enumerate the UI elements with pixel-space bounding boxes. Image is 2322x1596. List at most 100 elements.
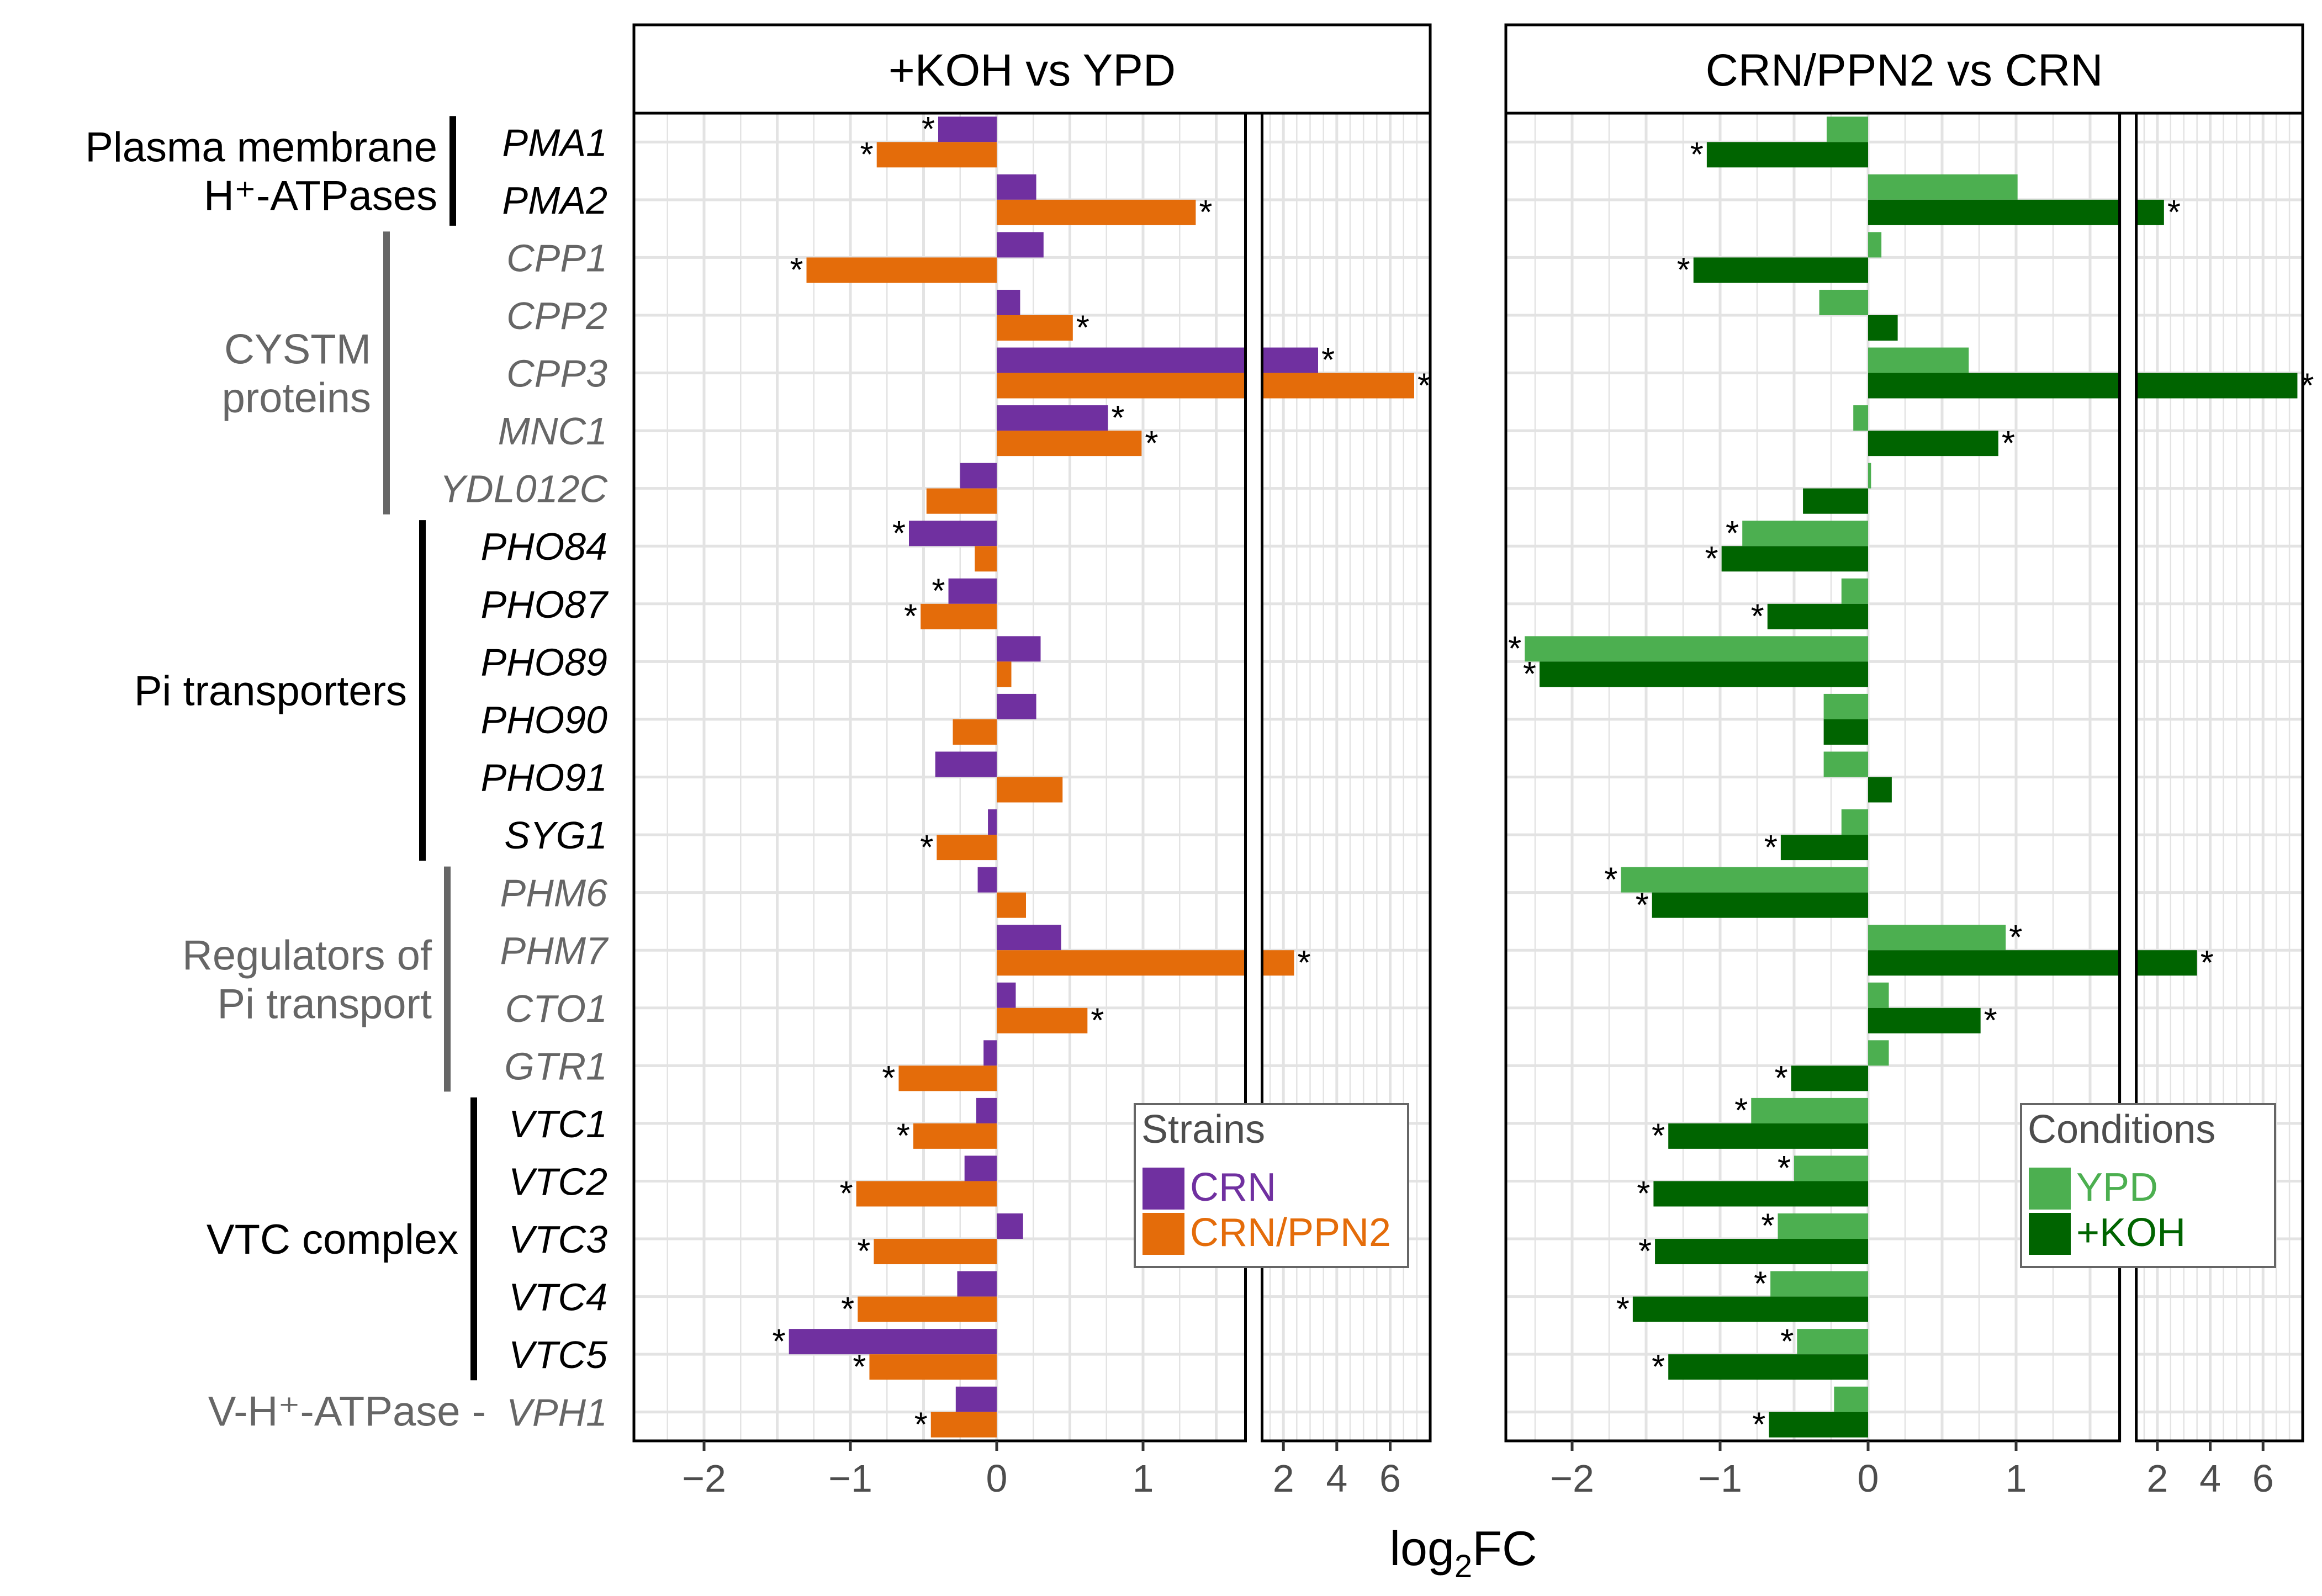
x-tick-label: 6 [2252, 1457, 2274, 1500]
bar-koh-cpp1 [1693, 257, 1868, 283]
gene-label-pho84: PHO84 [480, 525, 607, 568]
bar-ypd-pho90 [1823, 693, 1868, 719]
bar-crn-cpp2 [997, 289, 1020, 315]
bar-koh-mnc1 [1868, 431, 1998, 457]
gene-label-vtc2: VTC2 [509, 1160, 607, 1203]
x-axis-title-tail: FC [1472, 1521, 1537, 1576]
bar-crn-ppn2-cpp3-overflow [1262, 373, 1414, 399]
bar-koh-cto1 [1868, 1008, 1981, 1033]
significance-star: * [2009, 919, 2022, 957]
bar-koh-ydl012c [1803, 488, 1868, 514]
significance-star: * [857, 1233, 870, 1271]
bar-crn-syg1 [988, 809, 997, 835]
bar-ypd-syg1 [1841, 809, 1868, 835]
bar-crn-ppn2-pho87 [921, 603, 997, 629]
significance-star: * [914, 1406, 928, 1444]
bar-crn-pho89 [997, 636, 1041, 662]
significance-star: * [2201, 944, 2214, 982]
significance-star: * [1298, 944, 1311, 982]
bar-koh-vph1 [1769, 1412, 1868, 1438]
group-label-line: Plasma membrane [85, 124, 437, 171]
gene-label-pho89: PHO89 [480, 640, 607, 683]
gene-label-gtr1: GTR1 [504, 1044, 607, 1088]
bar-crn-ppn2-syg1 [937, 835, 997, 861]
significance-star: * [1690, 136, 1704, 174]
svg-text:log2FC: log2FC [1389, 1521, 1537, 1584]
legend: Conditions YPD+KOH [2020, 1103, 2276, 1268]
bar-ypd-pho87 [1841, 578, 1868, 604]
bar-ypd-vtc3 [1778, 1213, 1868, 1239]
x-axis-ticks: −2 −1 0 1 2 4 6 [682, 1441, 1401, 1500]
x-tick-label: −1 [1698, 1457, 1742, 1500]
significance-star: * [1616, 1290, 1630, 1328]
bar-crn-ppn2-vtc5 [869, 1354, 997, 1380]
significance-marks: *********************** [773, 110, 1431, 1444]
significance-star: * [1199, 194, 1212, 232]
bar-crn-vtc5 [789, 1329, 997, 1355]
panel-koh-vs-ypd: ***********************+KOH vs YPD−2 −1 0 1… [632, 23, 1432, 1500]
bar-crn-ppn2-vph1 [930, 1412, 997, 1438]
facet-strip [1504, 23, 2304, 115]
group-label-v-h-atpase: V-H⁺-ATPase - [208, 1388, 486, 1435]
significance-star: * [2167, 194, 2181, 232]
facet-title: CRN/PPN2 vs CRN [1706, 45, 2103, 96]
bar-koh-phm7 [1868, 950, 2120, 976]
x-tick-label: 0 [1858, 1457, 1879, 1500]
significance-star: * [853, 1348, 866, 1386]
bar-koh-pho91 [1868, 777, 1892, 803]
bar-crn-vtc3 [997, 1213, 1023, 1239]
bars [1525, 116, 2298, 1438]
x-tick-label: −1 [828, 1457, 872, 1500]
legend-label-koh: +KOH [2076, 1211, 2186, 1255]
significance-star: * [1734, 1092, 1748, 1130]
bar-ypd-phm6 [1621, 867, 1868, 893]
bar-koh-pho90 [1823, 719, 1868, 745]
bar-crn-ppn2-pho90 [953, 719, 997, 745]
significance-star: * [882, 1059, 895, 1097]
bar-crn-ppn2-pho89 [997, 661, 1012, 687]
bar-koh-vtc4 [1632, 1296, 1868, 1322]
bar-koh-phm7-overflow [2136, 950, 2197, 976]
gene-label-pho87: PHO87 [480, 583, 609, 626]
group-label-line: Pi transporters [134, 668, 407, 715]
significance-star: * [922, 110, 935, 149]
significance-star: * [1677, 251, 1690, 289]
bar-crn-ppn2-ydl012c [926, 488, 997, 514]
bar-crn-vtc1 [976, 1097, 997, 1123]
x-axis-ticks: −2 −1 0 1 2 4 6 [1550, 1441, 2274, 1500]
gene-label-vtc3: VTC3 [509, 1218, 607, 1261]
significance-star: * [1091, 1001, 1104, 1040]
significance-star: * [1638, 1233, 1652, 1271]
group-label-line: Regulators of [182, 932, 432, 979]
bar-crn-ydl012c [960, 463, 997, 489]
bar-crn-pma2 [997, 174, 1036, 200]
significance-star: * [1726, 515, 1739, 553]
significance-star: * [1508, 630, 1521, 668]
bar-crn-ppn2-cto1 [997, 1008, 1088, 1033]
bar-crn-ppn2-vtc1 [913, 1123, 997, 1149]
bar-ypd-gtr1 [1868, 1040, 1889, 1066]
bar-ypd-vtc1 [1751, 1097, 1868, 1123]
significance-star: * [1604, 861, 1617, 899]
group-label-line: H⁺-ATPases [204, 173, 437, 220]
bar-koh-vtc5 [1668, 1354, 1868, 1380]
significance-star: * [1637, 1175, 1650, 1213]
gene-label-phm6: PHM6 [500, 872, 608, 915]
bar-crn-vtc2 [964, 1155, 997, 1181]
gene-label-mnc1: MNC1 [498, 410, 607, 453]
group-label-line: CYSTM [224, 326, 371, 373]
bar-ypd-pho84 [1742, 521, 1868, 547]
x-tick-label: 0 [986, 1457, 1008, 1500]
gene-label-phm7: PHM7 [500, 929, 610, 972]
bar-crn-ppn2-vtc4 [858, 1296, 997, 1322]
significance-star: * [1652, 1348, 1665, 1386]
bar-koh-pho87 [1767, 603, 1868, 629]
bar-ypd-cpp3 [1868, 347, 1969, 373]
x-tick-label: 2 [1273, 1457, 1294, 1500]
bar-ypd-cpp2 [1819, 289, 1868, 315]
bar-crn-cpp3-overflow [1262, 347, 1318, 373]
significance-star: * [1111, 399, 1124, 437]
significance-star: * [839, 1175, 853, 1213]
